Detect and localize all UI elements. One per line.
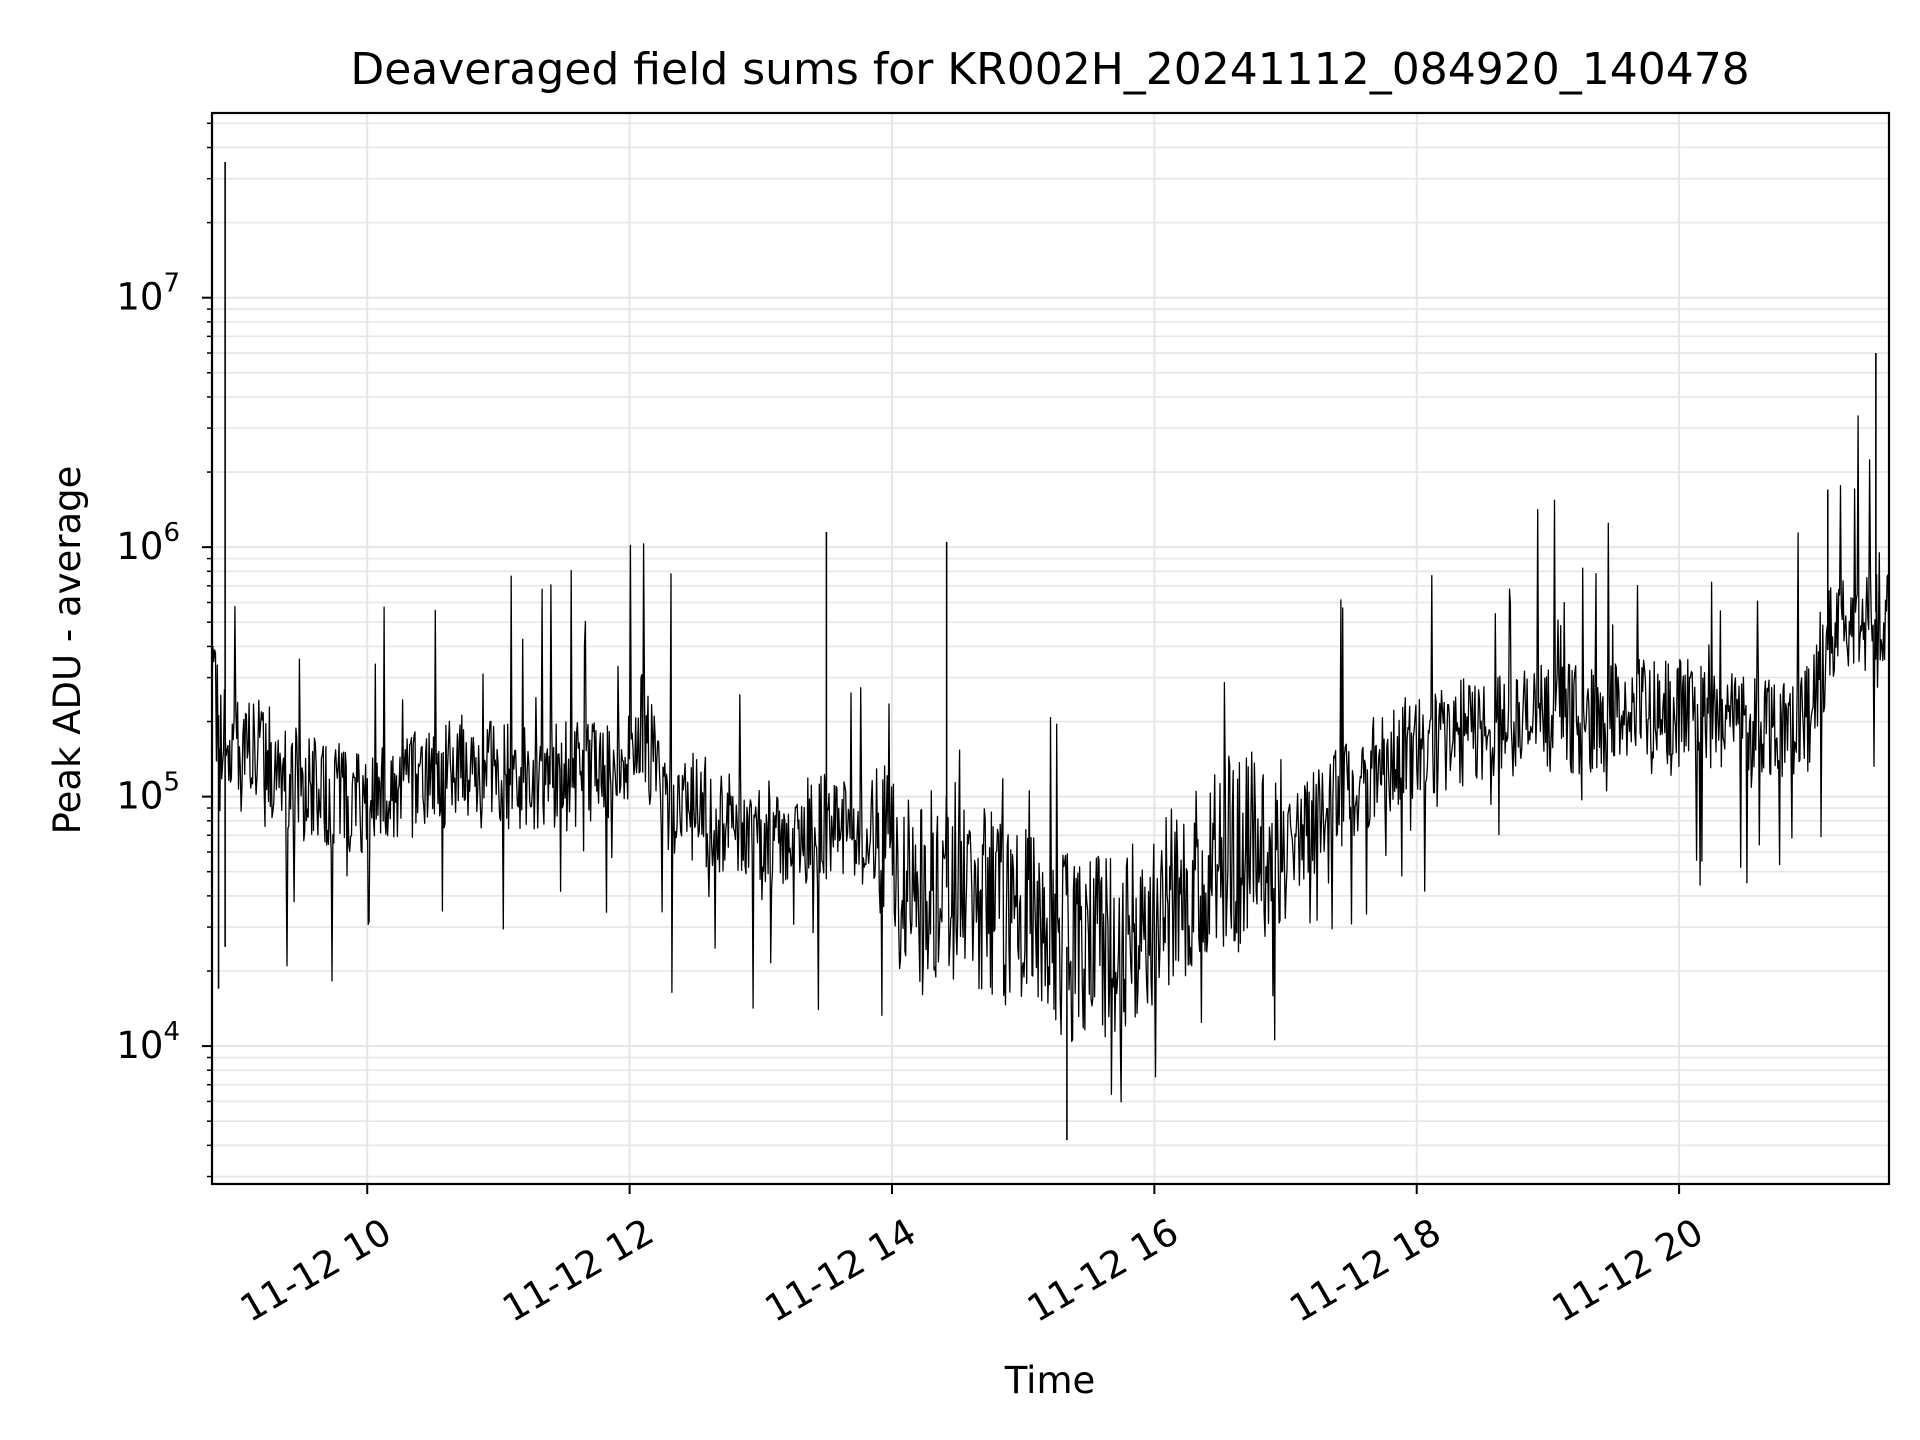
- y-tick-label-base: 10: [116, 276, 163, 319]
- y-tick-label: 105: [116, 768, 180, 818]
- y-tick-label-exponent: 4: [163, 1017, 180, 1047]
- y-tick-label-exponent: 6: [163, 518, 180, 548]
- y-tick-label-base: 10: [116, 525, 163, 568]
- plot-frame: [210, 111, 1891, 1186]
- y-tick-label-base: 10: [116, 775, 163, 818]
- y-tick-label-exponent: 7: [163, 269, 180, 299]
- y-tick-label: 106: [116, 518, 180, 568]
- data-series-line: [211, 415, 1890, 1103]
- y-tick-label-exponent: 5: [163, 768, 180, 798]
- y-axis-label: Peak ADU - average: [46, 466, 89, 835]
- x-axis-label: Time: [1004, 1359, 1096, 1402]
- y-tick-label-base: 10: [116, 1024, 163, 1067]
- plot-area: [211, 161, 1890, 1141]
- y-tick-label: 104: [116, 1017, 180, 1067]
- y-tick-label: 107: [116, 269, 180, 319]
- chart-title: Deaveraged field sums for KR002H_2024111…: [350, 44, 1749, 95]
